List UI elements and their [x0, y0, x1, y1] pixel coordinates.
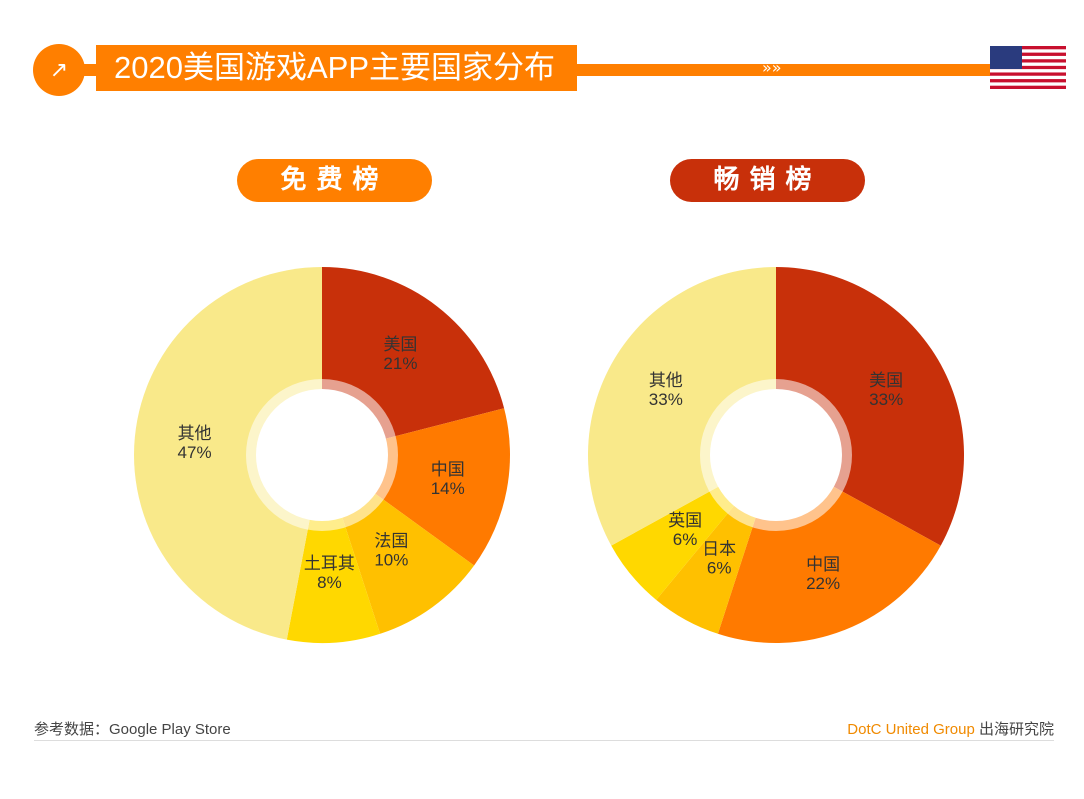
- data-label-category: 土耳其: [304, 554, 355, 573]
- data-label-category: 美国: [869, 371, 903, 390]
- data-label-value: 22%: [806, 574, 840, 593]
- data-label-category: 英国: [668, 511, 702, 530]
- pie-slice-土耳其: [286, 455, 381, 643]
- brand: DotC United Group 出海研究院: [847, 718, 1054, 739]
- footer-divider: [34, 740, 1054, 741]
- donut-hole: [710, 389, 842, 521]
- data-label-value: 47%: [178, 443, 212, 462]
- arrows-icon: »»: [762, 58, 782, 77]
- data-label-value: 21%: [383, 354, 417, 373]
- source-note: 参考数据：Google Play Store: [34, 721, 231, 738]
- external-link-icon: ↗: [33, 44, 85, 96]
- data-label-value: 10%: [374, 550, 408, 569]
- data-label-category: 美国: [383, 335, 417, 354]
- data-label-value: 6%: [673, 530, 698, 549]
- pie-slice-其他: [134, 267, 322, 640]
- data-label-category: 中国: [431, 460, 465, 479]
- chart-title-free: 免费榜: [237, 159, 432, 202]
- data-label-category: 其他: [649, 371, 683, 390]
- data-label-value: 33%: [869, 390, 903, 409]
- data-label-category: 法国: [374, 531, 408, 550]
- data-label-category: 中国: [806, 555, 840, 574]
- brand-name: DotC United Group: [847, 721, 975, 738]
- data-label-value: 6%: [707, 558, 732, 577]
- data-label-category: 其他: [178, 424, 212, 443]
- data-label-value: 8%: [317, 573, 342, 592]
- data-label-value: 33%: [649, 390, 683, 409]
- us-flag-icon: [990, 46, 1066, 89]
- data-label-value: 14%: [431, 479, 465, 498]
- chart-title-grossing: 畅销榜: [670, 159, 865, 202]
- data-label-category: 日本: [702, 539, 736, 558]
- brand-suffix: 出海研究院: [974, 721, 1054, 738]
- donut-hole: [256, 389, 388, 521]
- page-title: 2020美国游戏APP主要国家分布: [96, 45, 577, 91]
